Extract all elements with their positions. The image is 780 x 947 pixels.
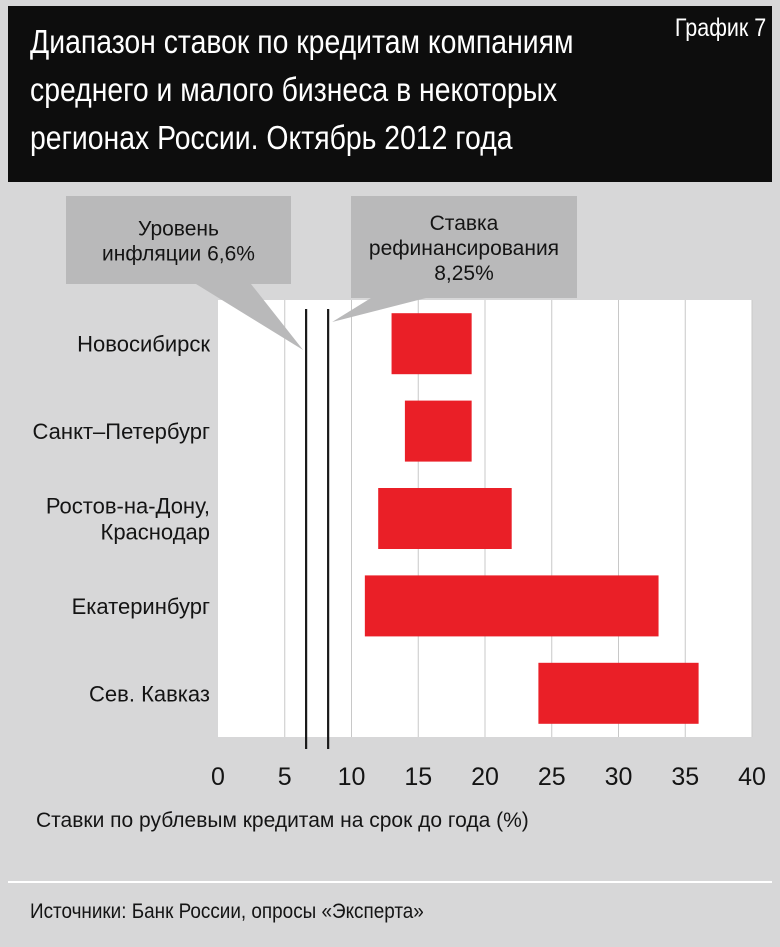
- range-bar: [404, 400, 472, 462]
- footer-divider: [8, 881, 772, 883]
- chart-header: Диапазон ставок по кредитам компаниям ср…: [8, 6, 772, 182]
- chart-number: График 7: [674, 14, 766, 42]
- reference-line-label: Ставка: [430, 212, 499, 235]
- chart-title: Диапазон ставок по кредитам компаниям ср…: [30, 18, 574, 162]
- x-tick-label: 35: [671, 763, 699, 791]
- x-axis-label: Ставки по рублевым кредитам на срок до г…: [36, 809, 529, 832]
- category-label: Екатеринбург: [72, 594, 210, 619]
- range-bar: [391, 313, 472, 375]
- range-bar: [538, 662, 699, 724]
- reference-line-label: инфляции 6,6%: [102, 243, 255, 266]
- chart-title-line: Диапазон ставок по кредитам компаниям: [30, 23, 574, 60]
- callout-pointer: [196, 284, 304, 350]
- callout-pointer: [332, 298, 426, 322]
- reference-line-label: Уровень: [138, 218, 219, 241]
- x-tick-label: 5: [278, 763, 292, 791]
- x-tick-label: 15: [404, 763, 432, 791]
- chart-title-line: среднего и малого бизнеса в некоторых: [30, 71, 558, 108]
- category-label: Краснодар: [101, 520, 211, 545]
- x-tick-label: 10: [338, 763, 366, 791]
- x-tick-label: 40: [738, 763, 766, 791]
- category-label: Новосибирск: [77, 332, 210, 357]
- range-bar: [378, 488, 512, 549]
- category-label: Санкт–Петербург: [33, 419, 210, 444]
- x-tick-label: 30: [605, 763, 633, 791]
- x-tick-label: 20: [471, 763, 499, 791]
- chart-area: 0 5 10 15 20 25 30 35 40 Ставки по рублевым креди…: [0, 182, 780, 882]
- reference-line-label: рефинансирования: [369, 237, 559, 260]
- range-bar-chart: 0 5 10 15 20 25 30 35 40 Ставки по рублевым креди…: [33, 196, 766, 832]
- reference-line-label: 8,25%: [434, 262, 494, 285]
- category-label: Сев. Кавказ: [89, 681, 210, 706]
- range-bar: [364, 575, 659, 637]
- chart-title-line: регионах России. Октябрь 2012 года: [30, 119, 513, 156]
- callout-box: [351, 196, 577, 298]
- x-tick-label: 25: [538, 763, 566, 791]
- source-note: Источники: Банк России, опросы «Эксперта…: [30, 900, 424, 923]
- category-label: Ростов-на-Дону,: [46, 494, 210, 519]
- callout-box: [66, 196, 291, 284]
- x-tick-label: 0: [211, 763, 225, 791]
